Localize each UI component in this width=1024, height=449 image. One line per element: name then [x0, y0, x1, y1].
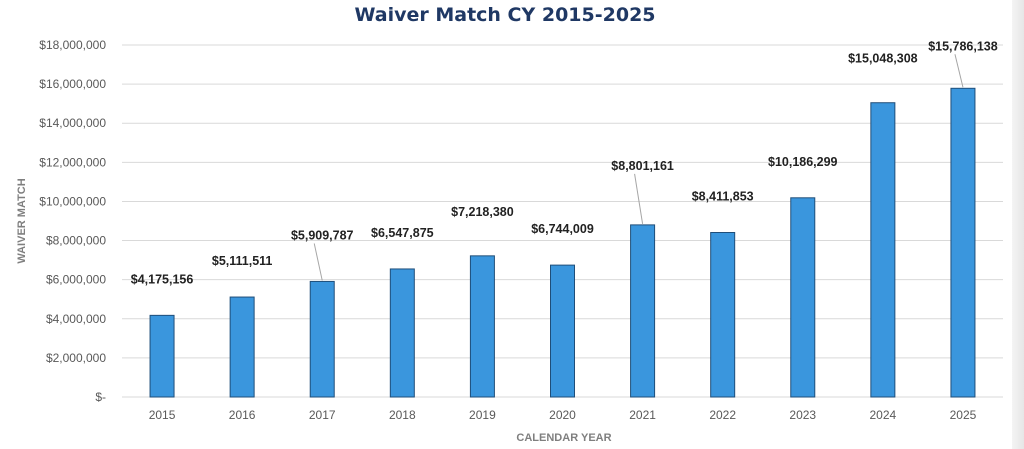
data-label: $7,218,380: [451, 205, 514, 219]
y-tick-label: $8,000,000: [46, 234, 106, 248]
y-tick-label: $16,000,000: [39, 77, 106, 91]
chart-title: Waiver Match CY 2015-2025: [354, 4, 655, 26]
bar: [630, 224, 656, 398]
x-tick-label: 2022: [709, 408, 736, 422]
bar: [870, 102, 896, 398]
data-labels: $4,175,156 $5,111,511 $5,909,787 $6,547,875…: [131, 39, 998, 286]
leader-line: [313, 243, 323, 281]
x-tick-label: 2021: [629, 408, 656, 422]
x-tick-label: 2025: [950, 408, 977, 422]
bar: [950, 87, 976, 398]
x-tick-label: 2019: [469, 408, 496, 422]
x-tick-label: 2015: [149, 408, 176, 422]
data-label: $6,547,875: [371, 226, 434, 240]
bar: [149, 314, 175, 398]
data-label: $8,801,161: [611, 159, 674, 173]
data-label: $5,909,787: [291, 228, 354, 242]
y-tick-label: $2,000,000: [46, 351, 106, 365]
y-tick-label: $4,000,000: [46, 312, 106, 326]
leader-line: [634, 173, 644, 224]
data-label: $5,111,511: [212, 254, 273, 268]
bar: [790, 197, 816, 398]
bar: [229, 296, 255, 398]
y-tick-label: $14,000,000: [39, 116, 106, 130]
y-tick-label: $-: [95, 390, 106, 404]
leader-line: [954, 54, 964, 88]
bar: [309, 280, 335, 398]
x-tick-label: 2016: [229, 408, 256, 422]
x-axis-ticks: 2015 2016 2017 2018 2019 2020 2021 2022 2023 2024…: [149, 408, 977, 422]
y-axis-ticks: $- $2,000,000 $4,000,000 $6,000,000 $8,000,0…: [39, 38, 106, 404]
bar: [710, 232, 736, 398]
y-axis-label: WAIVER MATCH: [16, 178, 28, 263]
bar: [469, 255, 495, 398]
x-tick-label: 2018: [389, 408, 416, 422]
data-label: $10,186,299: [768, 155, 838, 169]
x-axis-label: CALENDAR YEAR: [516, 432, 611, 444]
leader-lines: [313, 54, 964, 281]
x-tick-label: 2023: [789, 408, 816, 422]
bars: [149, 87, 976, 398]
y-tick-label: $12,000,000: [39, 155, 106, 169]
y-tick-label: $18,000,000: [39, 38, 106, 52]
y-tick-label: $10,000,000: [39, 194, 106, 208]
data-label: $4,175,156: [131, 272, 194, 286]
x-tick-label: 2017: [309, 408, 336, 422]
data-label: $6,744,009: [531, 222, 594, 236]
bar: [550, 264, 575, 398]
data-label: $15,786,138: [928, 39, 998, 53]
data-label: $15,048,308: [848, 52, 918, 66]
x-tick-label: 2024: [870, 408, 897, 422]
data-label: $8,411,853: [692, 190, 754, 204]
x-tick-label: 2020: [549, 408, 576, 422]
page-edge: [1012, 0, 1024, 449]
bar: [389, 268, 415, 398]
y-tick-label: $6,000,000: [46, 273, 106, 287]
